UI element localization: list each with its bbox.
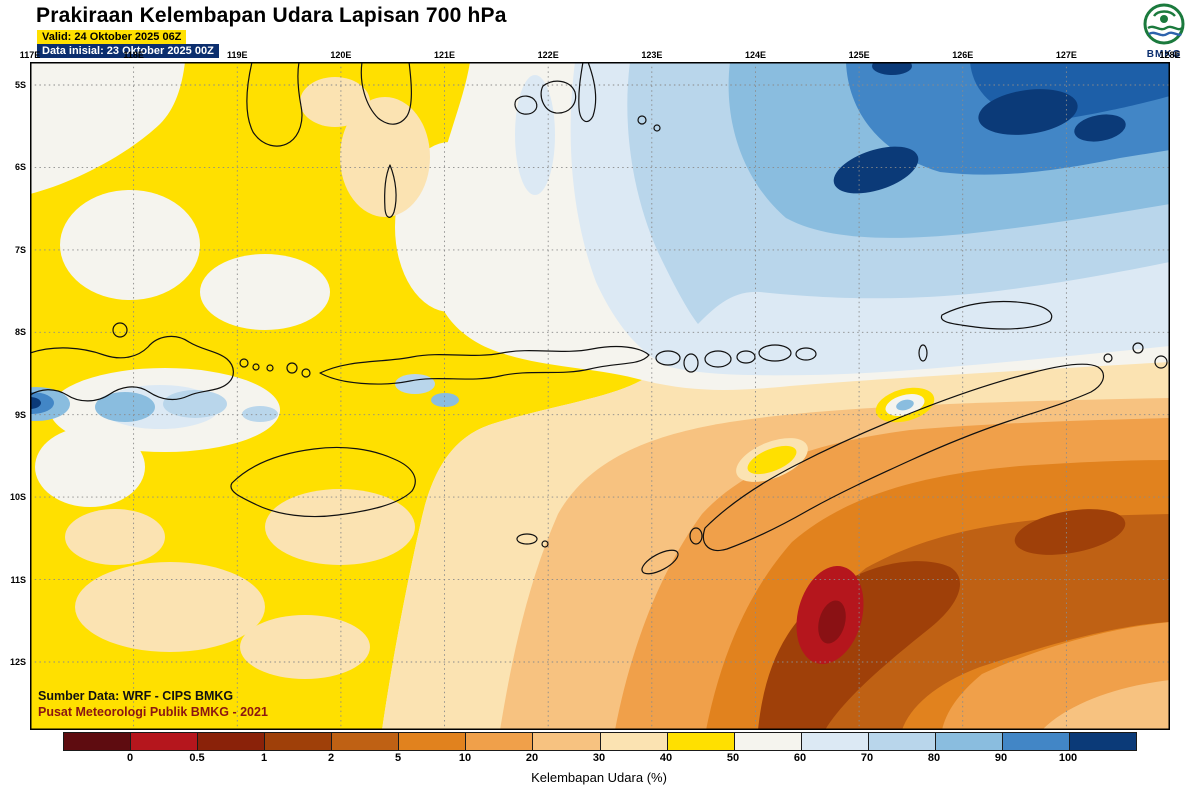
- source-line-1: Sumber Data: WRF - CIPS BMKG: [38, 689, 233, 703]
- colorbar-tick-label: 10: [458, 752, 472, 764]
- colorbar-tick-label: 70: [860, 752, 874, 764]
- fill-layers: [2, 57, 1170, 730]
- colorbar-title: Kelembapan Udara (%): [531, 770, 667, 785]
- source-line-2: Pusat Meteorologi Publik BMKG - 2021: [38, 705, 268, 719]
- lat-label: 9S: [14, 409, 26, 420]
- lon-label: 125E: [848, 50, 870, 60]
- colorbar-segment: [801, 733, 869, 750]
- humidity-map: Sumber Data: WRF - CIPS BMKG Pusat Meteo…: [2, 57, 1170, 730]
- colorbar-segment: [466, 733, 534, 750]
- colorbar-segment: [667, 733, 735, 750]
- map-svg: Sumber Data: WRF - CIPS BMKG Pusat Meteo…: [2, 57, 1170, 730]
- lon-label: 123E: [641, 50, 663, 60]
- lon-label: 117E: [19, 50, 41, 60]
- colorbar-segment: [734, 733, 802, 750]
- colorbar-segment: [935, 733, 1003, 750]
- bmkg-logo-label: BMKG: [1146, 49, 1182, 60]
- lon-label: 126E: [952, 50, 974, 60]
- colorbar-tick-label: 90: [994, 752, 1008, 764]
- lat-label: 11S: [10, 574, 26, 585]
- bmkg-logo-icon: [1143, 3, 1185, 45]
- colorbar-tick-label: 100: [1058, 752, 1078, 764]
- colorbar-tick-label: 50: [726, 752, 740, 764]
- lon-label: 122E: [537, 50, 559, 60]
- lat-label: 5S: [14, 80, 26, 90]
- colorbar-segment: [600, 733, 668, 750]
- colorbar-segment: [265, 733, 333, 750]
- lon-label: 124E: [744, 50, 766, 60]
- lat-label: 10S: [9, 492, 26, 503]
- lon-label: 120E: [330, 50, 352, 60]
- page-title: Prakiraan Kelembapan Udara Lapisan 700 h…: [36, 4, 507, 27]
- bmkg-logo: BMKG: [1140, 2, 1188, 60]
- colorbar-tick-label: 0.5: [189, 752, 205, 764]
- lat-label: 12S: [9, 657, 26, 667]
- valid-time-badge: Valid: 24 Oktober 2025 06Z: [37, 30, 187, 44]
- colorbar-segment: [399, 733, 467, 750]
- colorbar-tick-label: 40: [659, 752, 673, 764]
- colorbar-segment: [131, 733, 199, 750]
- coastlines: [29, 61, 1168, 575]
- colorbar-segment: [64, 733, 132, 750]
- colorbar-tick-label: 20: [525, 752, 539, 764]
- colorbar-tick-label: 30: [592, 752, 606, 764]
- colorbar-tick-label: 80: [927, 752, 941, 764]
- lat-label: 7S: [14, 244, 26, 255]
- colorbar-tick-label: 2: [327, 752, 335, 764]
- colorbar-segment: [868, 733, 936, 750]
- init-time-badge: Data inisial: 23 Oktober 2025 00Z: [37, 44, 219, 58]
- lon-label: 121E: [434, 50, 456, 60]
- colorbar-segment: [533, 733, 601, 750]
- map-border: [30, 62, 1170, 730]
- colorbar-tick-label: 0: [126, 752, 134, 764]
- colorbar-tick-label: 5: [394, 752, 402, 764]
- colorbar-segment: [332, 733, 400, 750]
- colorbar: [63, 732, 1137, 751]
- lat-label: 8S: [14, 327, 26, 338]
- colorbar-ticks: 0 0.5 1 2 5 10 20 30 40 50 60 70 80 90 100: [63, 752, 1135, 766]
- source-text: Sumber Data: WRF - CIPS BMKG Pusat Meteo…: [38, 689, 268, 719]
- colorbar-segment: [1002, 733, 1070, 750]
- lon-label: 128E: [1159, 50, 1181, 60]
- lon-label: 118E: [123, 50, 144, 60]
- colorbar-segment: [198, 733, 266, 750]
- colorbar-tick-label: 60: [793, 752, 807, 764]
- lon-label: 127E: [1055, 50, 1077, 60]
- lat-label: 6S: [14, 162, 26, 173]
- gridlines: [30, 62, 1170, 730]
- lon-label: 119E: [227, 50, 248, 60]
- colorbar-tick-label: 1: [260, 752, 268, 764]
- colorbar-segment: [1069, 733, 1136, 750]
